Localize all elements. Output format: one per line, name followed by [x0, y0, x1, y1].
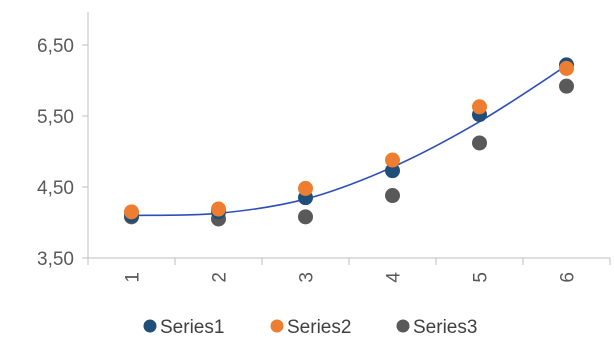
trendline — [131, 64, 567, 217]
legend-marker — [270, 319, 284, 333]
axes: 3,50 4,50 5,50 6,50 1 2 3 4 5 6 — [37, 12, 611, 283]
legend-marker — [396, 319, 410, 333]
data-point-series3 — [472, 135, 487, 151]
x-tick-label: 2 — [210, 272, 231, 283]
x-tick-label: 6 — [558, 272, 579, 283]
data-point-series2 — [472, 99, 487, 115]
y-tick-label: 6,50 — [37, 36, 74, 57]
x-tick-label: 4 — [384, 272, 405, 283]
y-tick-label: 3,50 — [37, 249, 74, 270]
data-point-series2 — [385, 152, 400, 168]
data-point-series3 — [385, 188, 400, 204]
x-tick-label: 5 — [471, 272, 492, 283]
legend-label: Series2 — [287, 317, 351, 338]
trendline-layer — [131, 64, 567, 217]
data-point-series2 — [298, 180, 313, 196]
data-point-series2 — [559, 60, 574, 76]
legend: Series1 Series2 Series3 — [143, 317, 477, 338]
data-point-series3 — [298, 209, 313, 225]
legend-marker — [143, 319, 157, 333]
y-tick-label: 4,50 — [37, 178, 74, 199]
points-layer — [124, 57, 574, 227]
data-point-series2 — [211, 201, 226, 217]
data-point-series3 — [559, 78, 574, 94]
x-tick-label: 1 — [123, 272, 144, 283]
legend-label: Series1 — [160, 317, 224, 338]
data-point-series2 — [124, 204, 139, 220]
data-point-series1 — [385, 163, 400, 179]
legend-label: Series3 — [413, 317, 477, 338]
x-tick-label: 3 — [297, 272, 318, 283]
y-tick-label: 5,50 — [37, 107, 74, 128]
